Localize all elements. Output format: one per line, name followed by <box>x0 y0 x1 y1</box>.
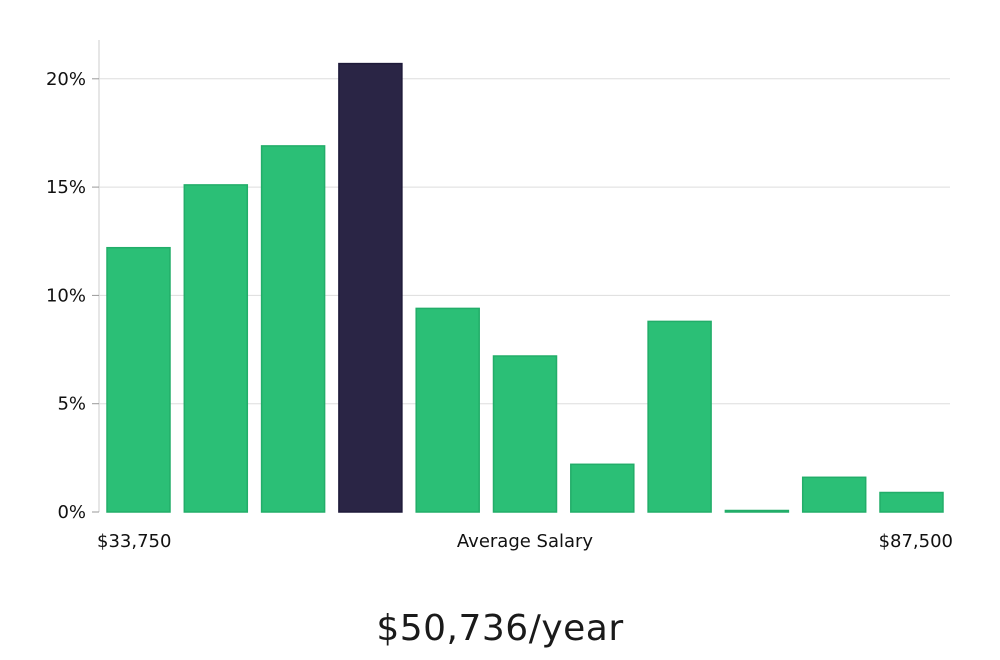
y-tick-label: 20% <box>46 69 86 90</box>
y-tick-label: 5% <box>57 394 86 415</box>
histogram-bar <box>570 463 635 513</box>
y-tick-label: 15% <box>46 177 86 198</box>
bars <box>106 62 944 513</box>
histogram-bar <box>260 145 326 513</box>
y-tick-labels: 0% 5% 10% 15% 20% <box>46 69 99 523</box>
y-tick-label: 10% <box>46 285 86 306</box>
histogram-bar-highlighted <box>338 62 403 513</box>
histogram-bar <box>647 320 712 513</box>
average-salary-summary: $50,736/year <box>376 608 624 649</box>
histogram-bar <box>415 307 480 513</box>
x-axis-title: Average Salary <box>457 531 594 552</box>
histogram-bar <box>183 184 249 513</box>
histogram-bar <box>724 509 790 513</box>
histogram-bar <box>801 476 867 513</box>
x-min-label: $33,750 <box>97 531 171 552</box>
y-tick-label: 0% <box>57 502 86 523</box>
salary-histogram: 0% 5% 10% 15% 20% $33,750 Average Salary $87… <box>46 40 953 552</box>
x-max-label: $87,500 <box>879 531 953 552</box>
histogram-bar <box>879 491 944 513</box>
histogram-bar <box>106 246 171 513</box>
histogram-bar <box>492 355 558 513</box>
